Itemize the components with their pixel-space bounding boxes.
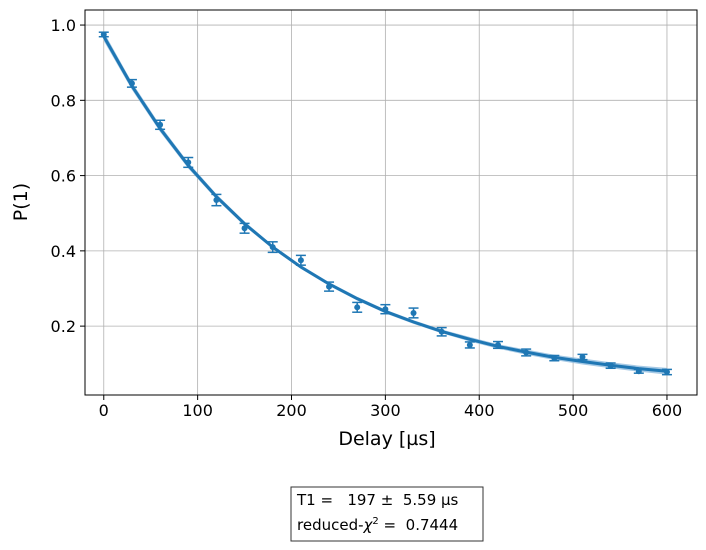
data-point [466,341,473,348]
y-tick-label: 1.0 [51,16,76,35]
data-point [185,159,192,166]
data-point [269,244,276,251]
x-tick-label: 600 [652,401,683,420]
data-point [213,197,220,204]
y-tick-label: 0.2 [51,317,76,336]
y-tick-label: 0.6 [51,167,76,186]
data-point [635,368,642,375]
data-point [354,304,361,311]
x-tick-label: 400 [464,401,495,420]
data-point [607,362,614,369]
data-point [523,349,530,356]
data-point [438,328,445,335]
y-tick-label: 0.8 [51,91,76,110]
data-point [579,353,586,360]
chi2-sup: 2 [372,516,378,527]
chi2-prefix: reduced- [297,516,364,534]
data-point [297,257,304,264]
data-point [157,121,164,128]
plot-frame [84,9,698,396]
data-point [128,80,135,87]
x-tick-label: 200 [276,401,307,420]
x-tick-label: 100 [182,401,213,420]
data-point [241,225,248,232]
data-point [551,355,558,362]
chi2-symbol: χ [363,516,374,534]
fit-result-box [290,486,484,542]
data-point [326,283,333,290]
y-tick-label: 0.4 [51,242,76,261]
data-point [382,306,389,313]
data-point [663,369,670,376]
x-tick-label: 0 [99,401,109,420]
data-point [100,31,107,38]
y-axis-label: P(1) [10,183,32,221]
x-tick-label: 300 [370,401,401,420]
fit-result-chi2: reduced-χ2 = 0.7444 [297,516,458,534]
fit-result-t1: T1 = 197 ± 5.59 µs [296,491,459,509]
chi2-suffix: = 0.7444 [379,516,458,534]
x-tick-label: 500 [558,401,589,420]
data-point [495,341,502,348]
data-point [410,309,417,316]
x-axis-label: Delay [µs] [338,428,435,450]
